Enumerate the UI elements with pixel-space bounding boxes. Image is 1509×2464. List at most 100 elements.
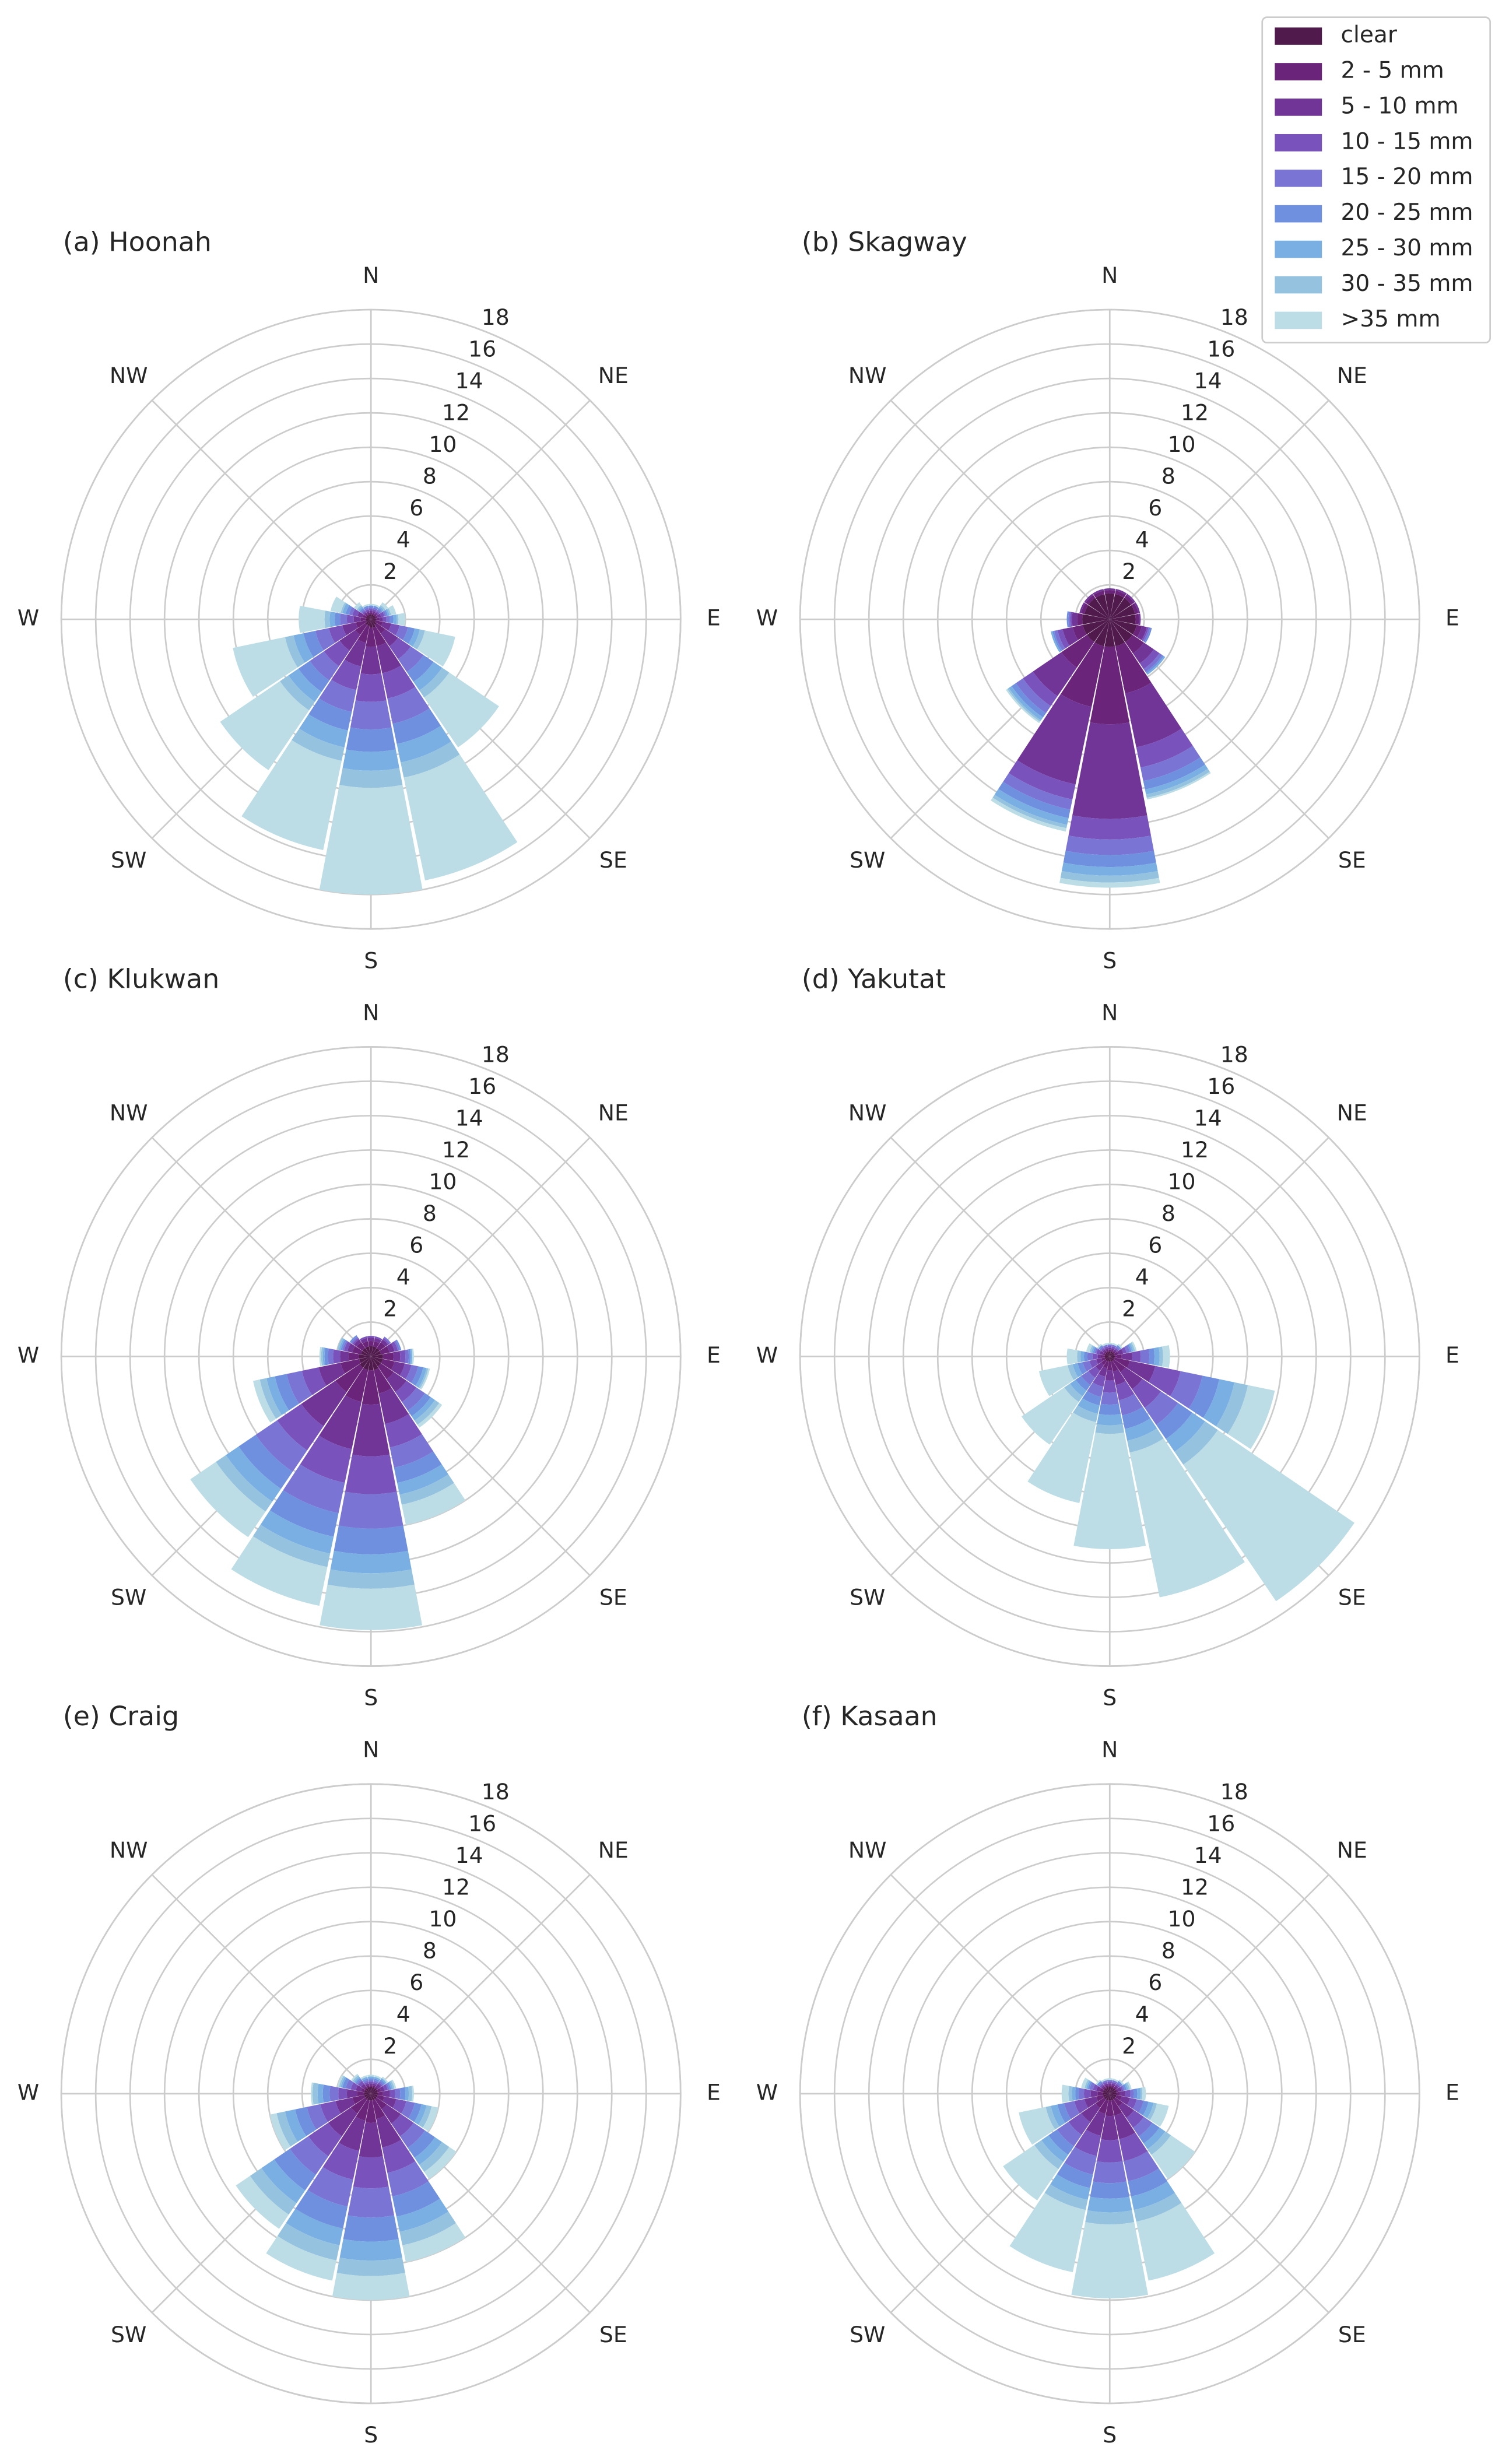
wind-sector [1097,2139,1123,2163]
wind-sector [360,1350,371,1357]
wind-sector [331,659,362,690]
wind-sector [1066,1348,1078,1365]
direction-label: W [17,2079,39,2105]
wind-sector [1048,2129,1074,2155]
wind-sector [1089,1359,1099,1368]
wind-sector [396,614,399,625]
wind-sector [364,2093,371,2098]
wind-sector [1006,689,1040,724]
wind-sector [1110,2093,1116,2100]
wind-sector [374,1336,382,1341]
legend-label: 25 - 30 mm [1341,235,1473,261]
wind-sector [1128,1343,1133,1352]
wind-sector [339,2076,345,2088]
wind-sector [1093,591,1105,598]
wind-sector [380,602,388,610]
wind-sector [351,2097,367,2114]
r-tick-label: 12 [442,400,470,426]
wind-sector [368,603,374,606]
wind-sector [335,1364,363,1392]
wind-sector [371,616,376,620]
wind-sector [392,2181,440,2217]
direction-label: E [707,605,721,631]
wind-sector [1143,2127,1166,2150]
wind-sector [340,1350,349,1363]
wind-sector [371,619,376,623]
direction-label: SW [111,1585,146,1610]
wind-sector [392,2098,406,2114]
wind-sector [1068,1364,1079,1381]
wind-sector [259,1378,282,1419]
wind-sector [371,1356,383,1363]
r-tick-label: 2 [383,1296,397,1322]
wind-sector [357,625,370,643]
wind-sector [389,615,394,624]
wind-sector [1079,602,1086,613]
wind-sector [377,2088,381,2093]
wind-sector [1107,1342,1113,1345]
wind-sector [1019,2107,1055,2145]
wind-sector [319,679,357,712]
legend-swatch [1275,276,1322,294]
wind-sector [371,2092,378,2096]
direction-label: N [363,262,379,288]
wind-sector [1096,1358,1103,1364]
wind-sector [1098,1366,1108,1377]
r-tick-label: 16 [1207,336,1235,362]
wind-sector [403,754,518,880]
r-tick-label: 8 [423,464,437,489]
wind-sector [335,2097,356,2114]
wind-sector [1156,1403,1192,1440]
r-tick-label: 12 [442,1137,470,1163]
r-tick-label: 14 [455,1842,483,1868]
polar-chart: (c) Klukwan N NE E SE S SW W NW 2 4 68 10 12 14 16 18 [17,963,721,1711]
wind-sector [370,614,372,620]
wind-sector [371,2093,377,2100]
wind-sector [991,797,1067,832]
wind-sector [363,606,369,609]
wind-sector [238,1434,293,1489]
direction-label: S [364,947,378,973]
direction-label: E [707,1342,721,1368]
wind-sector [388,623,400,636]
direction-label: E [707,2079,721,2105]
wind-sector [1100,1392,1119,1405]
wind-sector [1110,594,1124,620]
wind-sector [371,2093,375,2101]
wind-sector [1115,1381,1135,1401]
wind-sector [310,651,339,681]
wind-sector [359,2122,383,2158]
wind-sector [399,1474,454,1505]
direction-label: N [1101,1737,1118,1763]
wind-sector [1073,1432,1146,1549]
wind-sector [322,1347,325,1366]
wind-sector [371,618,377,620]
wind-sector [1104,1350,1107,1354]
wind-sector [1110,1351,1113,1357]
wind-sector [399,2087,406,2100]
legend-swatch [1275,169,1322,187]
wind-sector [1051,2104,1065,2127]
r-tick-label: 4 [396,527,410,553]
wind-sector [353,2076,360,2083]
wind-sector [1093,2084,1099,2091]
legend-label: >35 mm [1341,306,1441,332]
wind-sector [374,613,377,617]
wind-sector [375,620,383,626]
wind-sector [1144,1391,1178,1425]
wind-sector [398,646,424,672]
r-tick-label: 4 [1135,1264,1149,1290]
wind-sector [345,1454,397,1494]
wind-sector [369,610,373,613]
wind-sector [1095,2097,1106,2108]
wind-sector [1111,1349,1114,1353]
wind-sector [1003,773,1073,810]
wind-sector [368,614,371,620]
wind-sector [360,2088,366,2093]
wind-sector [339,2116,366,2151]
wind-sector [1057,2163,1093,2188]
wind-sector [372,2085,376,2088]
wind-sector [386,1372,407,1392]
wind-sector [1075,1375,1091,1391]
wind-sector [1110,605,1135,620]
